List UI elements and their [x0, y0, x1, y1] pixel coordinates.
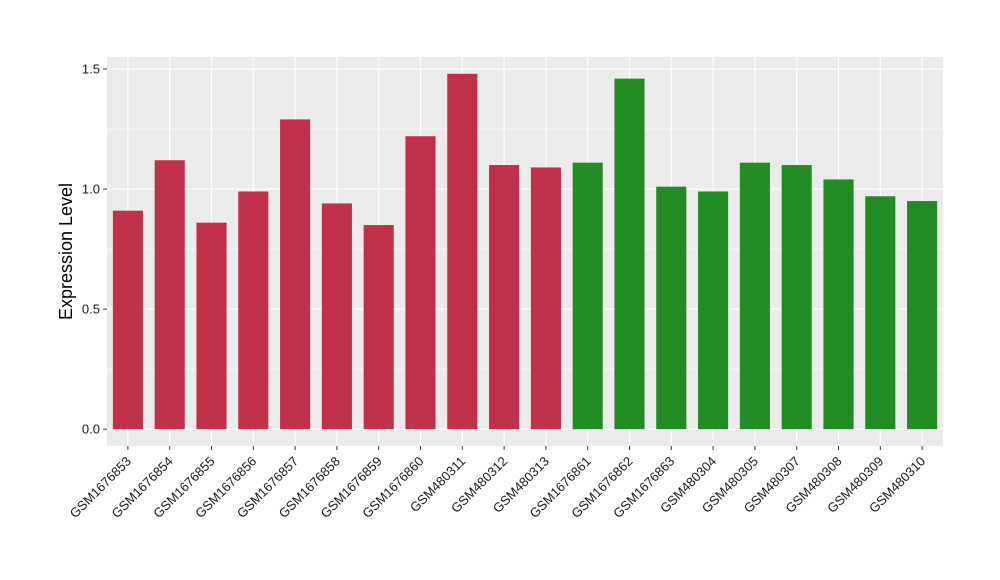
y-axis-title: Expression Level [56, 183, 76, 320]
bar-GSM1676862 [614, 78, 645, 430]
bar-GSM1676857 [280, 119, 311, 430]
bar-GSM1676859 [363, 225, 394, 430]
bar-GSM480304 [698, 191, 729, 430]
bar-GSM1676856 [238, 191, 269, 430]
bars [112, 73, 938, 430]
bar-GSM480310 [907, 201, 938, 430]
bar-GSM480312 [489, 165, 520, 430]
y-tick-label: 1.5 [82, 62, 100, 77]
bar-GSM1676855 [196, 222, 227, 430]
y-axis: 0.0 0.5 1.0 1.5 [82, 62, 107, 437]
y-tick-label: 1.0 [82, 182, 100, 197]
bar-GSM480311 [447, 73, 478, 430]
bar-GSM480307 [781, 165, 812, 430]
y-tick-label: 0.0 [82, 422, 100, 437]
bar-GSM1676861 [572, 162, 603, 430]
bar-GSM480313 [530, 167, 561, 430]
y-tick-label: 0.5 [82, 302, 100, 317]
bar-GSM1676860 [405, 136, 436, 430]
bar-GSM1676863 [656, 186, 687, 430]
bar-GSM480308 [823, 179, 854, 430]
bar-GSM1676854 [154, 160, 185, 430]
bar-GSM1676853 [112, 210, 143, 430]
bar-GSM480305 [739, 162, 770, 430]
bar-GSM480309 [865, 196, 896, 430]
bar-GSM1676858 [321, 203, 352, 430]
x-axis: GSM1676853GSM1676854GSM1676855GSM1676856… [67, 446, 928, 521]
plot-panel [107, 57, 943, 446]
